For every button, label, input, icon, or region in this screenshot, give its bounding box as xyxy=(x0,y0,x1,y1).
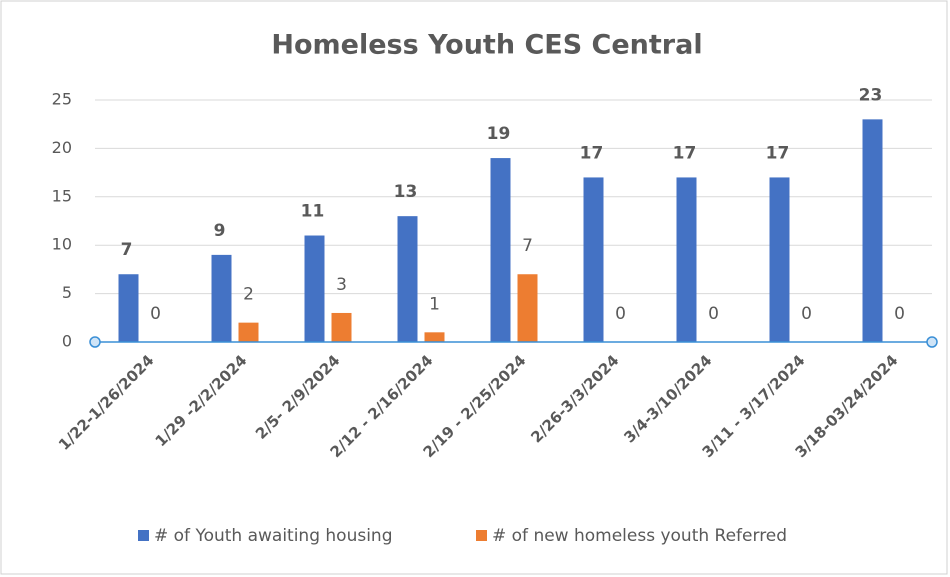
y-tick-label: 15 xyxy=(52,186,72,205)
legend-swatch xyxy=(476,530,487,541)
y-tick-label: 5 xyxy=(62,283,72,302)
chart-title: Homeless Youth CES Central xyxy=(271,30,702,61)
y-tick-label: 10 xyxy=(52,235,72,254)
data-label: 7 xyxy=(522,236,533,256)
data-label: 0 xyxy=(708,304,719,324)
data-label: 7 xyxy=(121,240,133,260)
legend-swatch xyxy=(138,530,149,541)
data-label: 13 xyxy=(394,182,418,202)
data-label: 0 xyxy=(801,304,812,324)
bar xyxy=(676,177,697,342)
bar xyxy=(238,322,259,342)
bar xyxy=(331,312,352,342)
data-label: 3 xyxy=(336,275,347,295)
bar xyxy=(862,119,883,342)
y-tick-label: 25 xyxy=(52,90,72,109)
bar xyxy=(118,274,139,342)
data-label: 23 xyxy=(859,85,883,105)
data-label: 17 xyxy=(580,143,604,163)
bar xyxy=(583,177,604,342)
bar xyxy=(769,177,790,342)
bar xyxy=(517,274,538,342)
data-label: 17 xyxy=(673,143,697,163)
legend-label: # of new homeless youth Referred xyxy=(492,526,787,546)
y-tick-label: 20 xyxy=(52,138,72,157)
bar xyxy=(490,158,511,342)
axis-handle xyxy=(926,336,938,348)
data-label: 0 xyxy=(615,304,626,324)
data-label: 11 xyxy=(301,202,325,222)
data-label: 1 xyxy=(429,294,440,314)
bar xyxy=(304,235,325,342)
bar xyxy=(211,254,232,342)
bar xyxy=(397,216,418,342)
y-tick-label: 0 xyxy=(62,332,72,351)
data-label: 0 xyxy=(894,304,905,324)
data-label: 9 xyxy=(214,221,226,241)
bar xyxy=(424,332,445,342)
data-label: 2 xyxy=(243,285,254,305)
axis-handle xyxy=(89,336,101,348)
data-label: 0 xyxy=(150,304,161,324)
data-label: 19 xyxy=(487,124,511,144)
data-label: 17 xyxy=(766,143,790,163)
legend-label: # of Youth awaiting housing xyxy=(154,526,393,546)
